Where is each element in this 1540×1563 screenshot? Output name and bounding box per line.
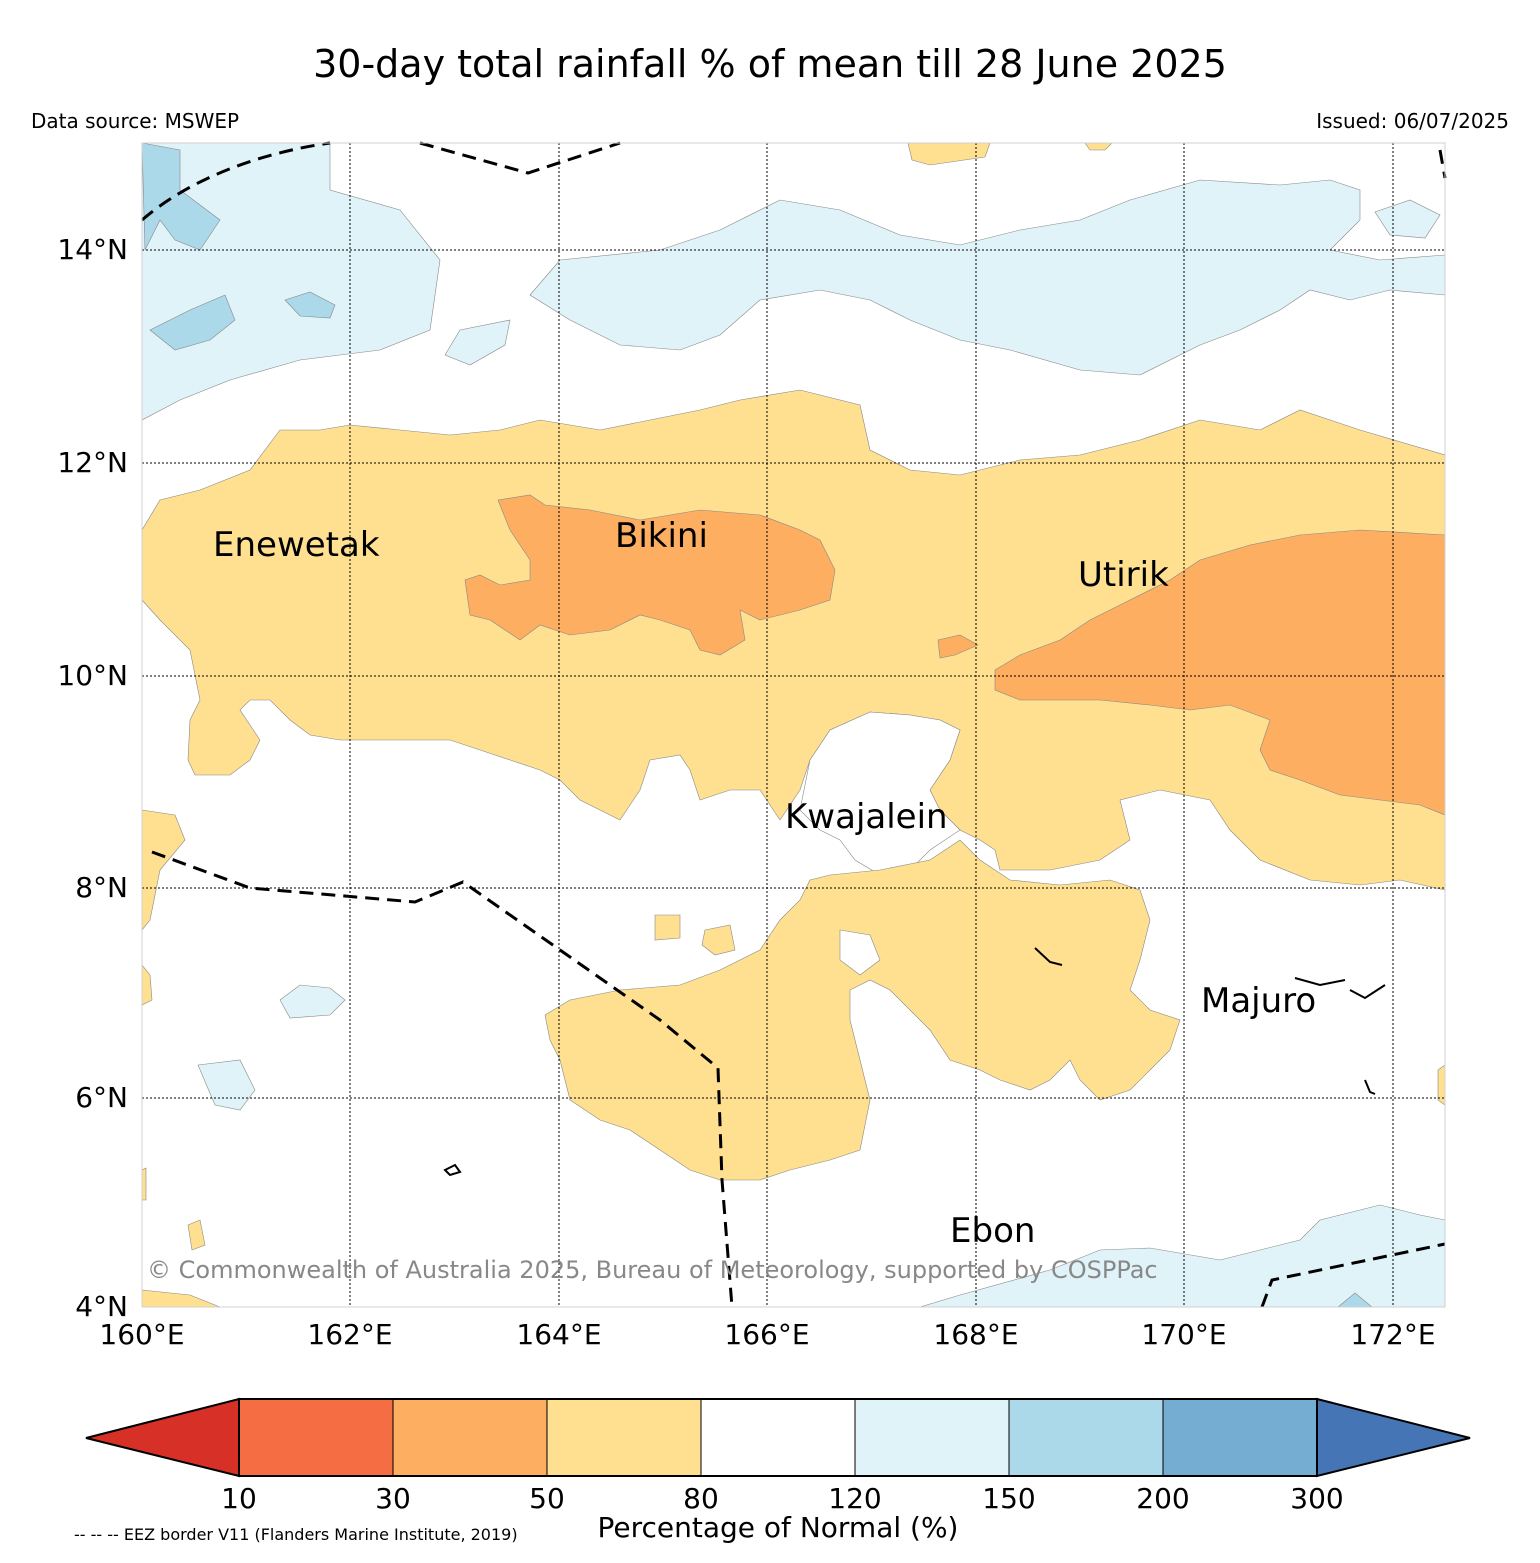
copyright-label: © Commonwealth of Australia 2025, Bureau…	[147, 1256, 1158, 1284]
lon-label-164e: 164°E	[516, 1318, 601, 1351]
colorbar-tick-300: 300	[1290, 1482, 1343, 1515]
lon-label-166e: 166°E	[724, 1318, 809, 1351]
colorbar-label: Percentage of Normal (%)	[598, 1511, 959, 1544]
lon-label-170e: 170°E	[1141, 1318, 1226, 1351]
map-frame	[141, 142, 1446, 1308]
very-dry-utirik	[994, 529, 1445, 816]
wet-region-south-core	[1337, 1292, 1373, 1307]
dry-patch-top	[907, 143, 991, 166]
lon-label-160e: 160°E	[99, 1318, 184, 1351]
lat-label-12n: 12°N	[57, 446, 128, 479]
normal-hole-south	[839, 929, 881, 976]
lon-label-172e: 172°E	[1350, 1318, 1435, 1351]
dry-patch-small-5	[1437, 1064, 1445, 1106]
lat-label-6n: 6°N	[75, 1081, 128, 1114]
very-dry-patch-small	[937, 634, 979, 659]
lon-label-162e: 162°E	[307, 1318, 392, 1351]
wet-region-north-3	[529, 179, 1445, 376]
colorbar-tick-10: 10	[221, 1482, 257, 1515]
lat-label-8n: 8°N	[75, 871, 128, 904]
lat-label-10n: 10°N	[57, 659, 128, 692]
colorbar-segment-120-150	[854, 1398, 1010, 1477]
dry-patch-small-4	[187, 1219, 206, 1251]
dry-patch-small-2	[701, 924, 736, 956]
place-enewetak: Enewetak	[213, 525, 380, 565]
dry-patch-west	[142, 809, 186, 931]
issued-date-label: Issued: 06/07/2025	[1316, 109, 1509, 133]
wet-region-north-core-2	[149, 294, 236, 351]
wet-region-north	[142, 143, 441, 421]
colorbar-segment-200-300	[1162, 1398, 1318, 1477]
dry-patch-top-2	[1084, 143, 1113, 151]
wet-region-south-2	[197, 1059, 256, 1111]
place-majuro: Majuro	[1201, 981, 1316, 1021]
rainfall-field	[142, 143, 1445, 1307]
colorbar-segment-150-200	[1008, 1398, 1164, 1477]
colorbar-segment-30-50	[392, 1398, 548, 1477]
colorbar-tick-150: 150	[982, 1482, 1035, 1515]
colorbar-segment-50-80	[546, 1398, 702, 1477]
data-source-label: Data source: MSWEP	[31, 109, 240, 133]
dry-patch-sw	[142, 1289, 221, 1307]
colorbar-segment-10-30	[238, 1398, 394, 1477]
lat-label-14n: 14°N	[57, 233, 128, 266]
colorbar-tick-30: 30	[375, 1482, 411, 1515]
colorbar-tick-50: 50	[529, 1482, 565, 1515]
colorbar-tick-80: 80	[683, 1482, 719, 1515]
place-bikini: Bikini	[615, 516, 708, 556]
colorbar-segment-above-300	[1316, 1397, 1471, 1478]
colorbar-tick-200: 200	[1136, 1482, 1189, 1515]
lat-label-4n: 4°N	[75, 1290, 128, 1323]
lon-label-168e: 168°E	[933, 1318, 1018, 1351]
colorbar-ticks: 10 30 50 80 120 150 200 300	[221, 1482, 1344, 1515]
place-kwajalein: Kwajalein	[785, 797, 948, 837]
gridlines	[142, 143, 1445, 1307]
wet-region-south-3	[919, 1204, 1445, 1307]
wet-region-south-1	[279, 984, 346, 1019]
dry-lobe-south	[544, 839, 1181, 1181]
colorbar-segment-80-120	[700, 1398, 856, 1477]
island-outlines	[443, 947, 1386, 1177]
place-ebon: Ebon	[950, 1211, 1035, 1251]
very-dry-bikini	[464, 494, 836, 656]
wet-region-north-4	[1374, 199, 1441, 239]
normal-gap-kwajalein	[799, 711, 961, 876]
dry-patch-small-6	[142, 1167, 147, 1201]
eez-borders	[141, 141, 1447, 1308]
map-title: 30-day total rainfall % of mean till 28 …	[313, 42, 1227, 86]
colorbar	[85, 1397, 1471, 1478]
colorbar-tick-120: 120	[828, 1482, 881, 1515]
dry-patch-small-1	[654, 914, 681, 941]
place-utirik: Utirik	[1078, 555, 1169, 595]
wet-region-north-2	[444, 319, 511, 366]
dry-patch-small-3	[142, 964, 153, 1006]
colorbar-segment-below-10	[85, 1397, 240, 1478]
wet-region-north-core-3	[284, 291, 336, 319]
eez-border-note: -- -- -- EEZ border V11 (Flanders Marine…	[74, 1525, 518, 1544]
